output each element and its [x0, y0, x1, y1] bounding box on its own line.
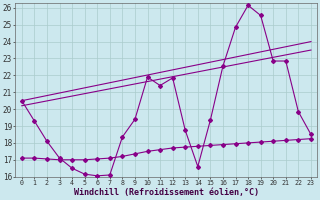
X-axis label: Windchill (Refroidissement éolien,°C): Windchill (Refroidissement éolien,°C)	[74, 188, 259, 197]
